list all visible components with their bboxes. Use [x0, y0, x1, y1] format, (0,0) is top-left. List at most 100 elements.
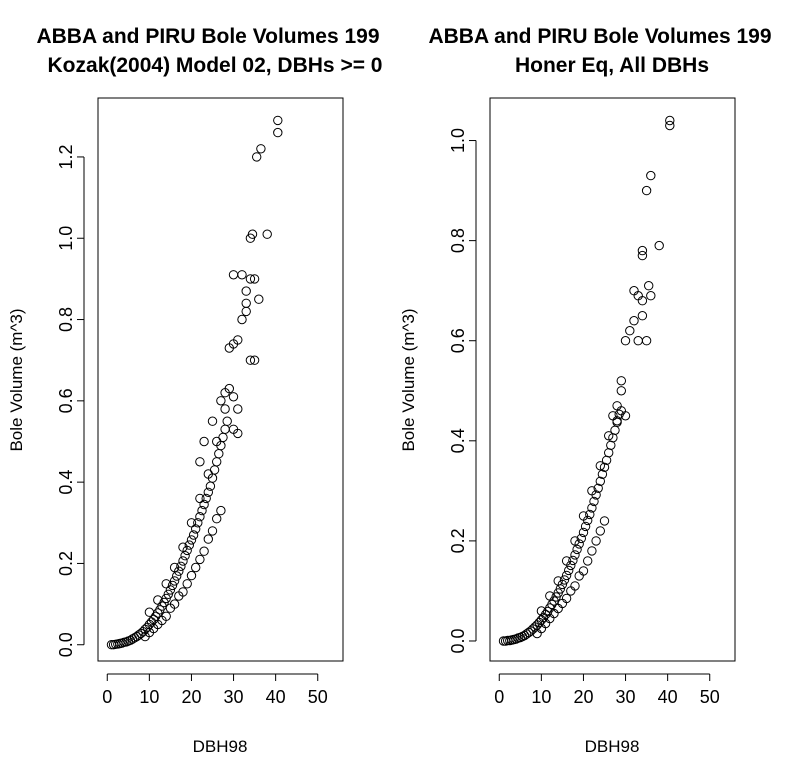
right-data-point — [665, 115, 675, 126]
left-data-point — [161, 611, 171, 621]
right-data-point — [646, 291, 656, 301]
left-data-point — [212, 457, 222, 467]
right-y-tick-label: 0.2 — [448, 528, 468, 553]
left-data-point — [218, 432, 228, 443]
left-data-point — [197, 505, 207, 516]
right-data-point — [583, 556, 593, 566]
left-data-point — [273, 127, 283, 138]
left-data-point — [273, 115, 283, 126]
left-y-tick-label: 0.6 — [56, 388, 76, 413]
right-data-point — [654, 240, 664, 251]
left-data-point — [195, 457, 205, 467]
left-y-tick-label: 0.4 — [56, 470, 76, 495]
left-data-point — [228, 392, 239, 402]
left-y-tick-label: 1.2 — [56, 144, 76, 169]
left-data-point — [178, 556, 188, 566]
right-chart-subtitle: Honer Eq, All DBHs — [515, 54, 709, 77]
left-data-point — [191, 562, 201, 573]
left-data-point — [176, 561, 186, 571]
left-data-point — [199, 546, 209, 556]
right-data-point — [595, 526, 605, 536]
right-data-point — [637, 250, 648, 261]
right-data-point — [587, 486, 597, 496]
left-data-points — [106, 115, 283, 650]
left-data-point — [161, 579, 171, 589]
left-data-point — [212, 436, 222, 447]
right-data-point — [633, 336, 643, 346]
right-data-point — [578, 527, 589, 538]
left-data-point — [163, 589, 174, 599]
left-data-point — [201, 493, 211, 504]
left-data-point — [216, 505, 226, 516]
right-data-point — [595, 461, 605, 471]
right-data-point — [620, 411, 631, 421]
right-y-tick-label: 1.0 — [448, 128, 468, 153]
left-data-point — [222, 416, 232, 426]
right-x-tick-label: 20 — [573, 687, 593, 707]
left-data-point — [172, 571, 182, 581]
right-data-point — [585, 509, 595, 520]
right-data-point — [646, 170, 656, 181]
left-data-point — [203, 469, 214, 479]
left-data-point — [207, 526, 218, 536]
right-plot-frame — [489, 97, 736, 662]
right-data-point — [570, 581, 580, 591]
left-data-point — [233, 404, 243, 414]
left-x-tick-label: 40 — [266, 687, 286, 707]
left-data-point — [169, 599, 180, 609]
right-data-point — [578, 511, 589, 521]
right-data-point — [572, 544, 582, 555]
right-y-axis: 0.0 0.2 0.4 0.6 0.8 1.0 — [448, 128, 477, 653]
right-data-point — [561, 556, 572, 566]
left-data-point — [207, 416, 218, 426]
left-data-point — [256, 144, 266, 154]
right-x-tick-label: 40 — [658, 687, 678, 707]
left-x-tick-label: 50 — [308, 687, 328, 707]
left-y-tick-label: 0.8 — [56, 307, 76, 332]
left-chart-panel: ABBA and PIRU Bole Volumes 199 Kozak(200… — [7, 25, 382, 756]
right-data-point — [641, 185, 652, 196]
left-data-point — [195, 512, 205, 522]
right-data-point — [568, 555, 578, 566]
right-data-point — [595, 476, 605, 486]
right-data-point — [580, 521, 591, 532]
left-y-tick-label: 0.2 — [56, 551, 76, 576]
left-data-point — [180, 551, 190, 561]
left-data-point — [153, 595, 163, 605]
left-x-tick-label: 10 — [139, 687, 159, 707]
right-y-tick-label: 0.4 — [448, 428, 468, 453]
left-data-point — [212, 514, 222, 524]
left-plot-frame — [97, 97, 344, 662]
left-y-axis-label: Bole Volume (m^3) — [7, 308, 26, 451]
left-data-point — [186, 518, 197, 528]
left-chart-title: ABBA and PIRU Bole Volumes 199 — [36, 25, 379, 48]
left-data-point — [241, 286, 251, 296]
right-y-tick-label: 0.6 — [448, 328, 468, 353]
left-data-point — [195, 493, 205, 504]
right-data-point — [599, 516, 610, 526]
right-data-point — [644, 281, 654, 291]
right-x-axis: 0 10 20 30 40 50 — [494, 673, 720, 707]
left-data-point — [178, 587, 188, 597]
left-data-point — [186, 535, 197, 545]
right-data-point — [561, 570, 572, 581]
right-data-point — [587, 503, 597, 513]
right-x-axis-label: DBH98 — [585, 737, 640, 756]
left-y-tick-label: 0.0 — [56, 632, 76, 657]
left-data-point — [169, 562, 180, 573]
right-x-tick-label: 10 — [531, 687, 551, 707]
left-data-point — [224, 383, 235, 394]
right-data-point — [599, 462, 610, 472]
right-data-point — [612, 416, 622, 426]
right-data-point — [511, 634, 521, 644]
left-data-point — [167, 580, 178, 591]
right-data-point — [576, 533, 586, 544]
right-data-point — [637, 245, 648, 256]
left-data-point — [220, 424, 230, 434]
right-data-point — [559, 575, 570, 585]
right-x-tick-label: 0 — [494, 687, 504, 707]
right-data-point — [597, 469, 608, 479]
left-data-point — [245, 355, 256, 365]
right-data-point — [591, 536, 601, 546]
